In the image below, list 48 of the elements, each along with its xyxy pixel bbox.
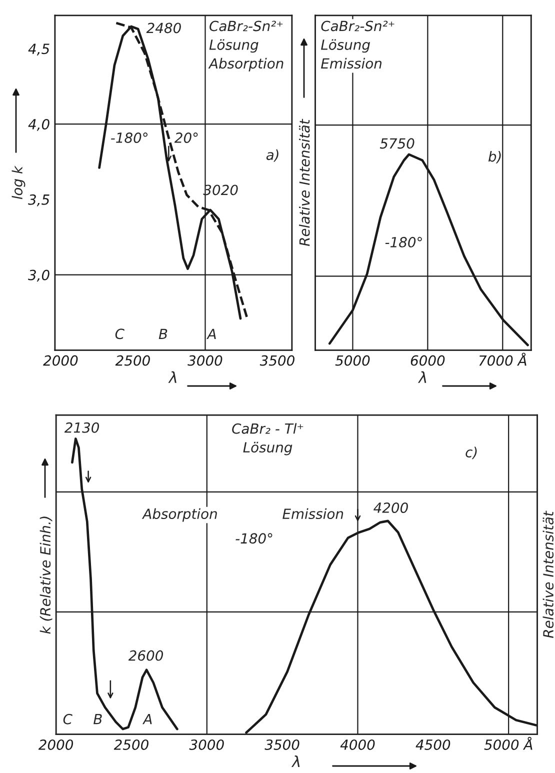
text: CaBr₂-Sn²⁺ Lösung Emission <box>321 20 394 69</box>
x-axis-title: λ <box>418 371 426 383</box>
x-tick-label: 7000 Å <box>479 352 526 366</box>
annotation: b) <box>488 150 501 164</box>
annotation: 2600 <box>128 650 164 661</box>
annotation: A <box>142 714 152 724</box>
y-tick-label: 3,5 <box>28 194 50 206</box>
x-tick-label: 3000 <box>188 355 222 366</box>
annotation: a) <box>266 149 278 162</box>
annotation: -180° <box>236 533 272 544</box>
x-tick-label: 2500 <box>115 355 150 366</box>
y-tick-label: 4,0 <box>28 118 50 131</box>
text: 2130 <box>64 422 100 433</box>
annotation: B <box>94 714 102 724</box>
annotation: -180° <box>385 236 422 248</box>
annotation: 4200 <box>374 502 408 513</box>
x-tick-label: 4000 <box>340 739 375 750</box>
x-tick-label: 5000 Å <box>484 736 532 750</box>
annotation: -180° <box>110 132 148 143</box>
x-tick-label: 5000 <box>335 355 370 366</box>
x-tick-label: 2000 <box>38 739 74 750</box>
annotation: CaBr₂ - Tl⁺ Lösung <box>232 423 304 456</box>
x-tick-label: 3500 <box>264 739 300 750</box>
x-tick-label: 3500 <box>260 355 294 366</box>
x-tick-label: 4500 <box>416 739 450 750</box>
x-tick-label: 2500 <box>114 739 148 750</box>
y-axis-title: log k <box>12 166 26 200</box>
annotation: C <box>115 328 124 340</box>
annotation: CaBr₂-Sn²⁺ Lösung Absorption <box>208 20 284 72</box>
annotation: Absorption <box>142 508 217 522</box>
x-tick-label: 6000 <box>410 355 445 366</box>
y-axis-title: k (Relative Einh.) <box>40 516 52 634</box>
annotation: C <box>63 714 72 724</box>
y-tick-label: 4,5 <box>28 44 50 56</box>
y-axis-title: Relative Intensität <box>299 118 310 246</box>
text: 5750 <box>380 138 414 149</box>
annotation: B <box>158 328 168 339</box>
annotation: A <box>206 328 216 339</box>
annotation: 20° <box>174 132 198 143</box>
x-axis-title: λ <box>168 371 176 383</box>
x-axis-title: λ <box>291 755 300 768</box>
x-tick-label: 2000 <box>43 355 78 366</box>
annotation: Emission <box>282 508 344 520</box>
y-tick-label: 3,0 <box>28 270 50 282</box>
annotation: 2480 <box>146 22 181 34</box>
x-tick-label: 3000 <box>189 739 224 750</box>
y2-axis-title: Relative Intensität <box>542 510 554 638</box>
annotation: c) <box>466 446 477 460</box>
